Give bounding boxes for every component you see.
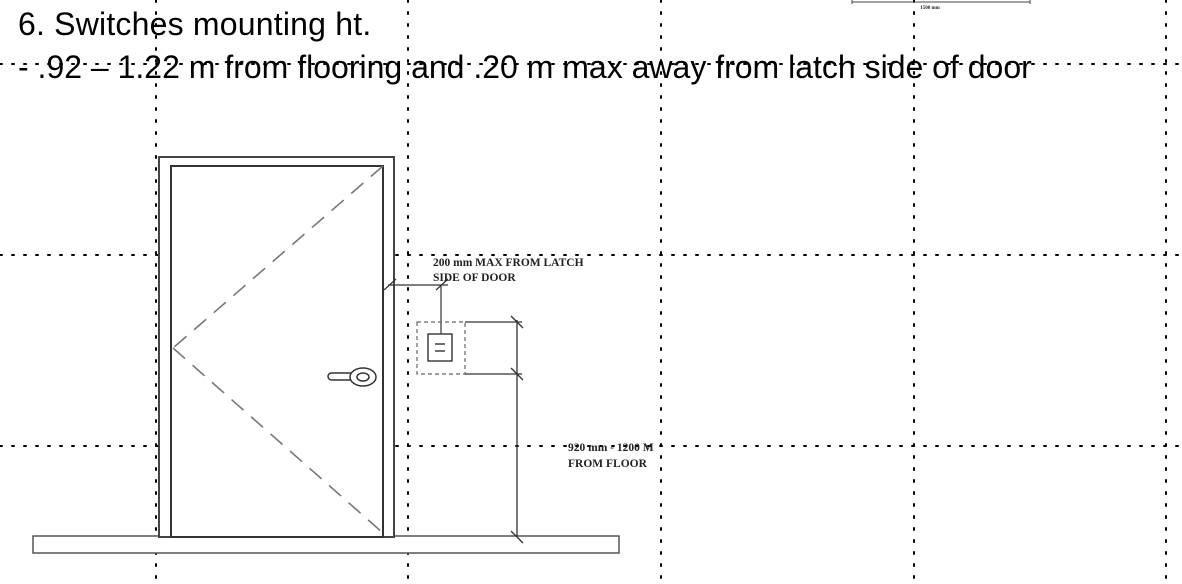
light-switch-icon <box>427 333 453 362</box>
slide-body-text: - .92 – 1.22 m from flooring and .20 m m… <box>18 49 1032 85</box>
door-swing-lines <box>172 165 384 534</box>
switch-box <box>416 321 466 375</box>
door-handle-icon <box>327 367 377 387</box>
height-note-line2: FROM FLOOR <box>568 458 648 470</box>
height-dimension <box>465 315 524 544</box>
latch-note-line1: 200 mm MAX FROM LATCH <box>433 257 584 269</box>
slide-heading: 6. Switches mounting ht. <box>18 6 372 42</box>
scale-bar <box>851 0 1031 4</box>
floor-slab <box>32 535 620 554</box>
latch-offset-dimension <box>383 278 449 338</box>
door-leaf <box>170 165 384 538</box>
latch-note-line2: SIDE OF DOOR <box>433 272 516 284</box>
height-note-line1: 920 mm - 1200 M <box>568 442 654 454</box>
scale-bar-label: 1500 mm <box>920 6 940 11</box>
